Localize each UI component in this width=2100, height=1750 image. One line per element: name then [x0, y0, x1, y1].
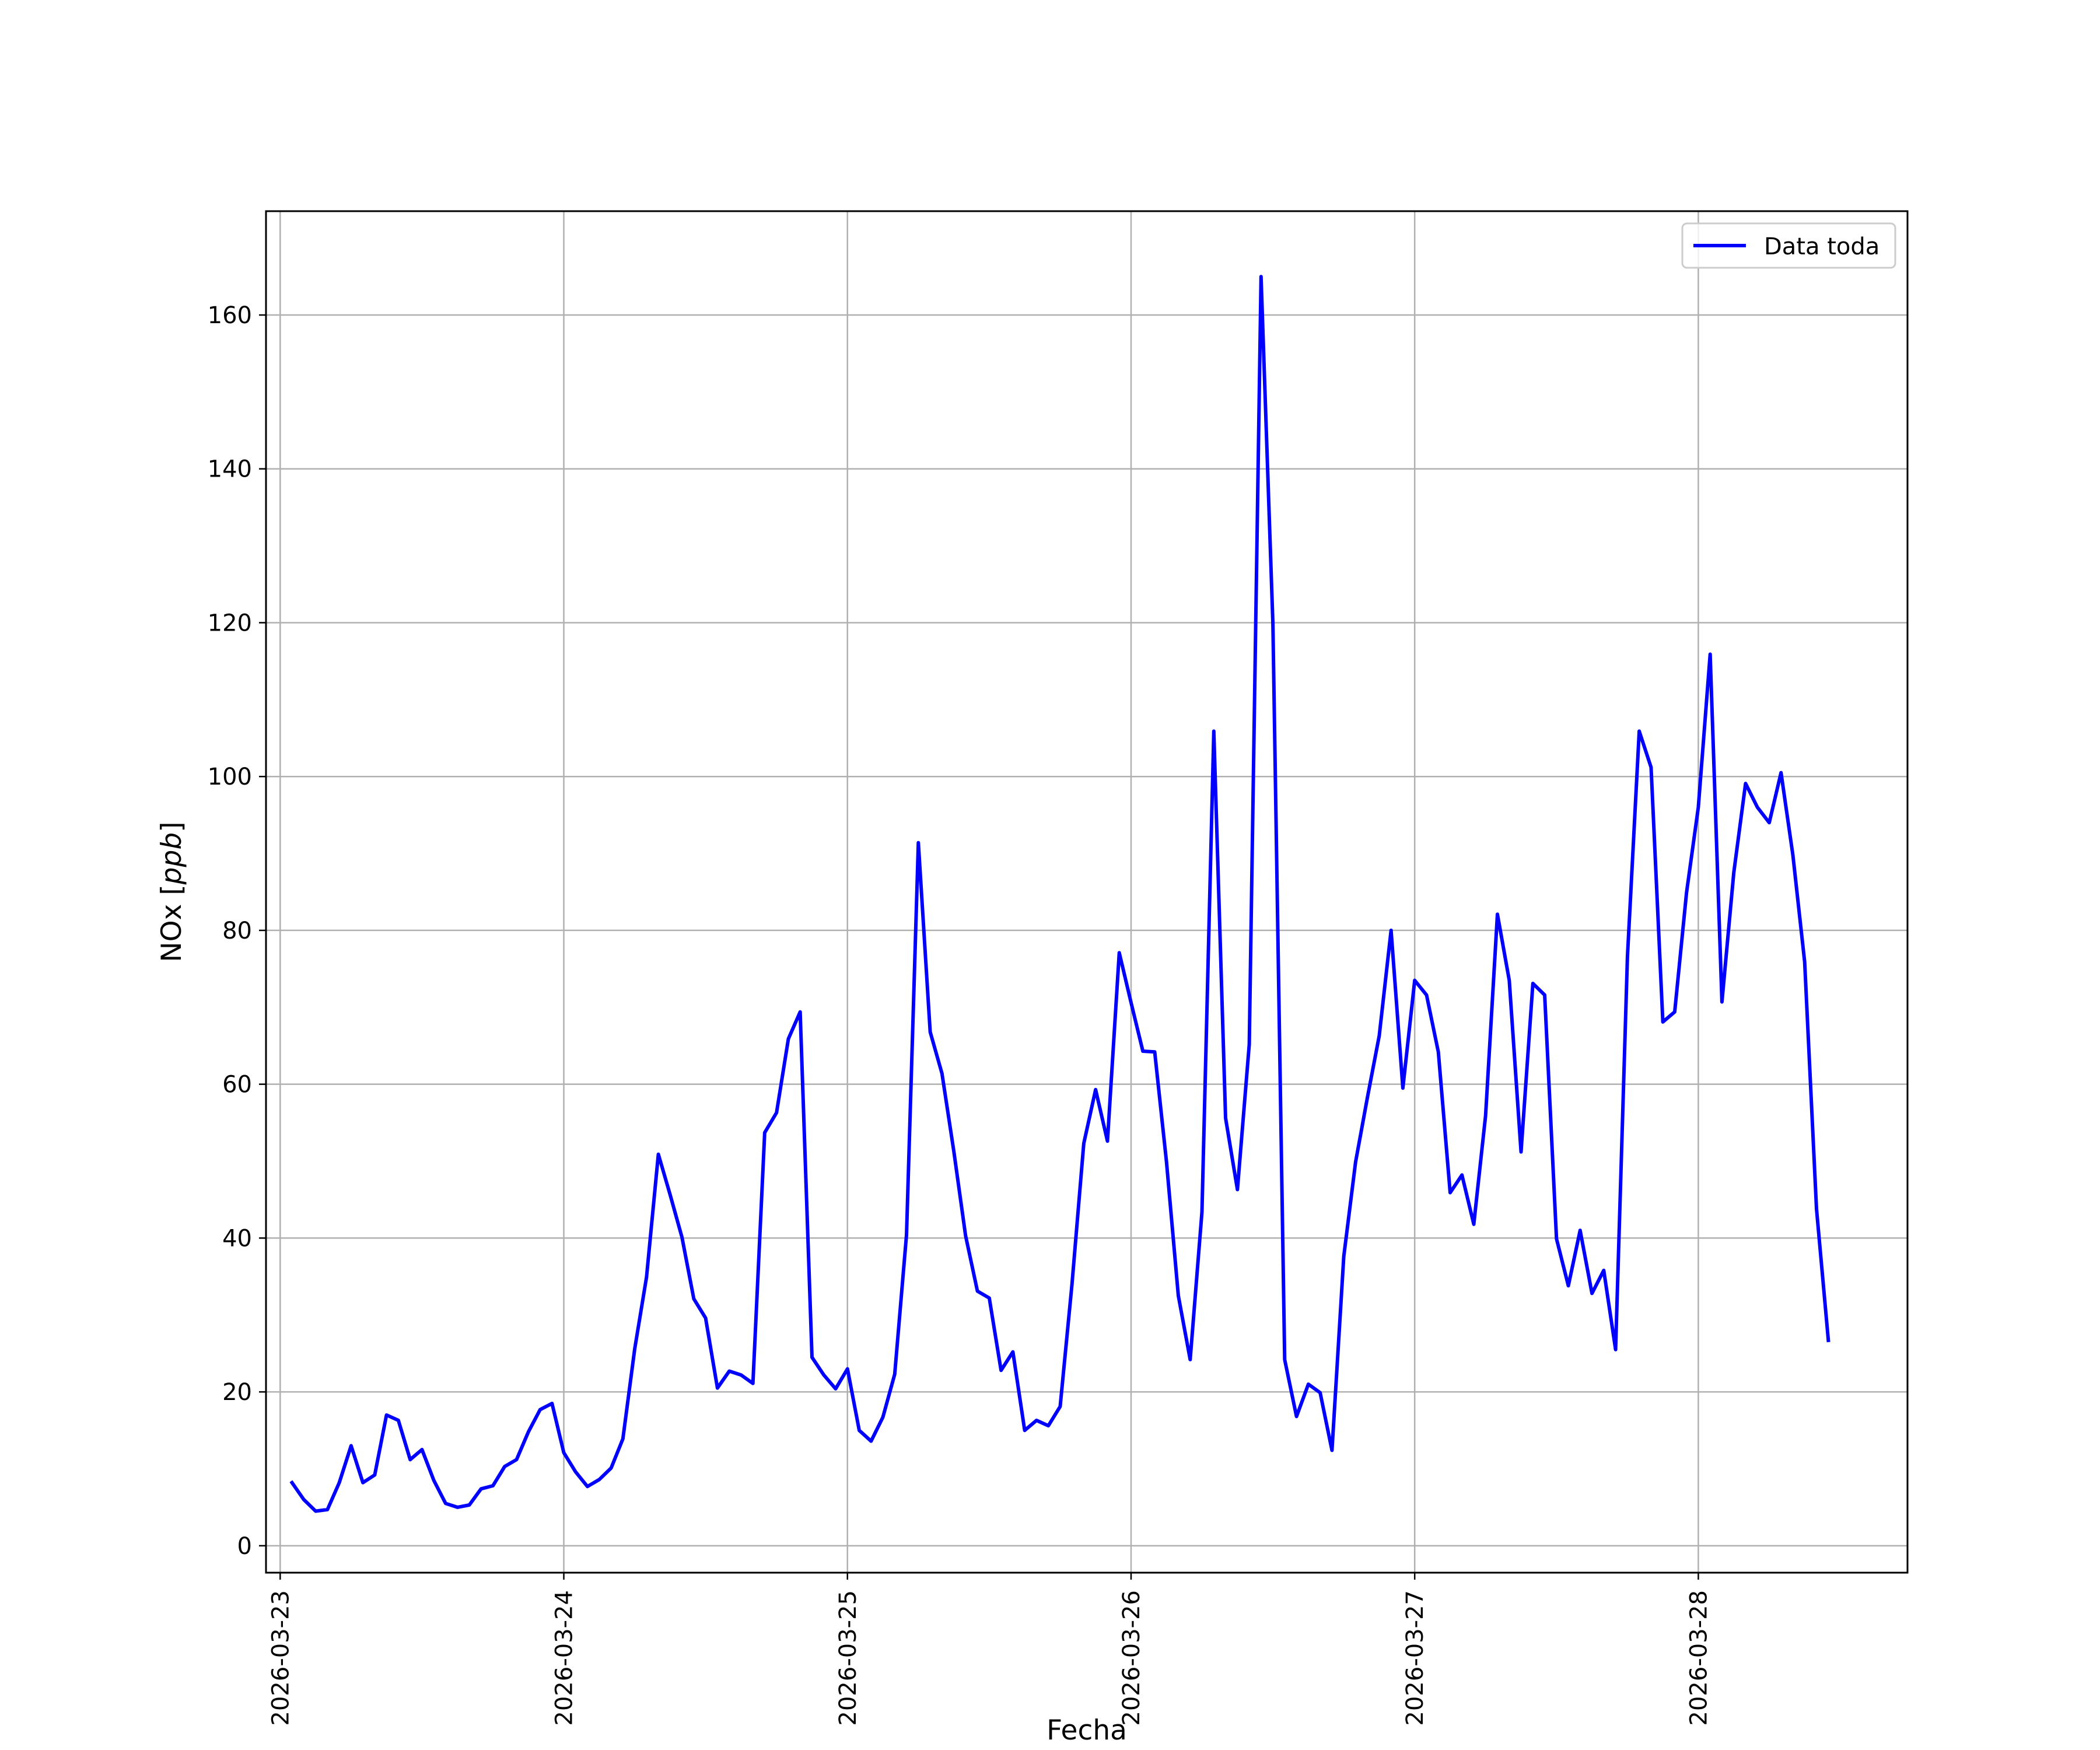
y-tick-label: 20: [222, 1379, 252, 1406]
legend: Data toda: [1681, 222, 1896, 269]
x-tick-label: 2026-03-26: [1118, 1590, 1145, 1726]
grid-lines: [266, 211, 1908, 1573]
legend-label: Data toda: [1764, 233, 1880, 260]
y-tick-label: 140: [208, 456, 252, 483]
series-layer: [289, 275, 1831, 1513]
y-axis-title: NOx [ppb]: [156, 821, 188, 962]
axis-ticks: 2026-03-23 2026-03-24 2026-03-25 2026-03-26…: [208, 302, 1713, 1726]
y-axis-title-unit: ppb: [156, 832, 188, 886]
plot-frame: [265, 210, 1909, 1574]
x-tick-label: 2026-03-23: [267, 1590, 294, 1726]
y-tick-label: 80: [222, 918, 252, 944]
y-tick-label: 40: [222, 1225, 252, 1252]
y-tick-label: 160: [208, 302, 252, 329]
y-tick-label: 100: [208, 764, 252, 790]
x-tick-label: 2026-03-24: [551, 1590, 578, 1726]
legend-box: [1681, 222, 1896, 269]
y-tick-label: 0: [237, 1533, 252, 1560]
x-axis-title: Fecha: [1046, 1714, 1127, 1746]
x-tick-label: 2026-03-25: [835, 1590, 862, 1726]
y-axis-title-name: NOx: [156, 904, 188, 963]
y-tick-label: 120: [208, 610, 252, 636]
series-line: [289, 275, 1831, 1513]
x-tick-label: 2026-03-27: [1402, 1590, 1429, 1726]
y-tick-label: 60: [222, 1072, 252, 1098]
x-tick-label: 2026-03-28: [1685, 1590, 1712, 1726]
